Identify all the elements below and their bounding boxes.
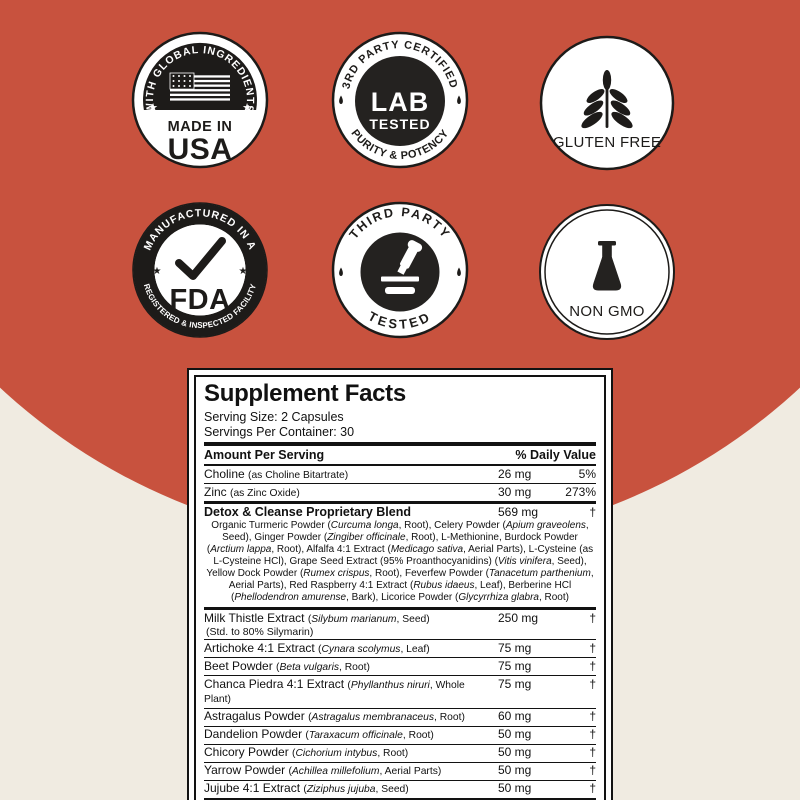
ingredient-name: Dandelion Powder (Taraxacum officinale, … <box>204 728 498 743</box>
ingredient-dv: † <box>552 612 596 626</box>
rows-top: Choline (as Choline Bitartrate)26 mg5%Zi… <box>204 466 596 501</box>
ingredient-amount: 50 mg <box>498 764 552 778</box>
ingredient-dv: † <box>552 710 596 724</box>
ingredient-row: Artichoke 4:1 Extract (Cynara scolymus, … <box>204 639 596 657</box>
non-gmo-label: NON GMO <box>569 303 644 320</box>
ingredient-row: Chanca Piedra 4:1 Extract (Phyllanthus n… <box>204 675 596 708</box>
badge-made-in-usa: WITH GLOBAL INGREDIENTS ★ ★ MADE IN USA <box>130 30 270 170</box>
badge-gluten-free: GLUTEN FREE <box>537 33 677 173</box>
ingredient-amount: 75 mg <box>498 678 552 692</box>
supplement-facts-panel: Supplement Facts Serving Size: 2 Capsule… <box>187 368 613 800</box>
badge-non-gmo: NON GMO <box>537 202 677 342</box>
blend-ingredients: Organic Turmeric Powder (Curcuma longa, … <box>204 520 596 607</box>
ingredient-dv: † <box>552 660 596 674</box>
ingredient-row: Choline (as Choline Bitartrate)26 mg5% <box>204 466 596 483</box>
ingredient-dv: 273% <box>552 486 596 500</box>
tested-label: TESTED <box>369 116 430 132</box>
product-infographic: { "colors": { "background": "#f0ebe1", "… <box>0 0 800 800</box>
ingredient-dv: † <box>552 782 596 796</box>
ingredient-amount: 26 mg <box>498 468 552 482</box>
ingredient-row: Yarrow Powder (Achillea millefolium, Aer… <box>204 762 596 780</box>
ingredient-dv: † <box>552 728 596 742</box>
lab-label: LAB <box>371 87 430 117</box>
column-header: Amount Per Serving % Daily Value <box>204 446 596 466</box>
gluten-free-label: GLUTEN FREE <box>553 134 661 151</box>
ingredient-amount: 50 mg <box>498 746 552 760</box>
star-icon: ★ <box>153 266 162 277</box>
star-icon: ★ <box>148 102 158 114</box>
ingredient-amount: 75 mg <box>498 660 552 674</box>
blend-dv: † <box>552 506 596 520</box>
us-flag-icon <box>170 73 230 103</box>
ingredient-name: Yarrow Powder (Achillea millefolium, Aer… <box>204 764 498 779</box>
ingredient-name: Artichoke 4:1 Extract (Cynara scolymus, … <box>204 642 498 657</box>
ingredient-amount: 60 mg <box>498 710 552 724</box>
ingredient-dv: † <box>552 678 596 692</box>
ingredient-name: Milk Thistle Extract (Silybum marianum, … <box>204 612 498 639</box>
ingredient-dv: † <box>552 642 596 656</box>
ingredient-amount: 250 mg <box>498 612 552 626</box>
blend-amount: 569 mg <box>498 506 552 520</box>
ingredient-amount: 75 mg <box>498 642 552 656</box>
serving-size: Serving Size: 2 Capsules <box>204 410 596 425</box>
ingredient-name: Choline (as Choline Bitartrate) <box>204 468 498 483</box>
ingredient-name: Zinc (as Zinc Oxide) <box>204 486 498 501</box>
panel-title: Supplement Facts <box>204 381 596 407</box>
ingredient-dv: † <box>552 764 596 778</box>
ingredient-name: Jujube 4:1 Extract (Ziziphus jujuba, See… <box>204 782 498 797</box>
ingredient-name: Beet Powder (Beta vulgaris, Root) <box>204 660 498 675</box>
amount-per-serving-header: Amount Per Serving <box>204 448 324 463</box>
blend-name: Detox & Cleanse Proprietary Blend <box>204 506 498 520</box>
ingredient-row: Zinc (as Zinc Oxide)30 mg273% <box>204 483 596 501</box>
stage: WITH GLOBAL INGREDIENTS ★ ★ MADE IN USA <box>0 0 800 800</box>
ingredient-name: Chanca Piedra 4:1 Extract (Phyllanthus n… <box>204 678 498 707</box>
rows-bottom: Milk Thistle Extract (Silybum marianum, … <box>204 607 596 798</box>
ingredient-amount: 30 mg <box>498 486 552 500</box>
ingredient-row: Chicory Powder (Cichorium intybus, Root)… <box>204 744 596 762</box>
servings-per-container: Servings Per Container: 30 <box>204 425 596 440</box>
ingredient-note: (Std. to 80% Silymarin) <box>204 626 494 638</box>
ingredient-row: Jujube 4:1 Extract (Ziziphus jujuba, See… <box>204 780 596 798</box>
badge-fda: MANUFACTURED IN A REGISTERED & INSPECTED… <box>130 200 270 340</box>
blend-name-text: Detox & Cleanse Proprietary Blend <box>204 505 411 519</box>
daily-value-header: % Daily Value <box>515 448 596 463</box>
facts-box: Supplement Facts Serving Size: 2 Capsule… <box>194 375 606 800</box>
ingredient-dv: † <box>552 746 596 760</box>
ingredient-name: Astragalus Powder (Astragalus membranace… <box>204 710 498 725</box>
star-icon: ★ <box>239 266 248 277</box>
ingredient-amount: 50 mg <box>498 782 552 796</box>
ingredient-row: Dandelion Powder (Taraxacum officinale, … <box>204 726 596 744</box>
star-icon: ★ <box>242 102 252 114</box>
ingredient-row: Astragalus Powder (Astragalus membranace… <box>204 708 596 726</box>
ingredient-name: Chicory Powder (Cichorium intybus, Root) <box>204 746 498 761</box>
badge-third-party-tested: THIRD PARTY TESTED <box>330 200 470 340</box>
ingredient-row: Milk Thistle Extract (Silybum marianum, … <box>204 607 596 639</box>
blend-row: Detox & Cleanse Proprietary Blend 569 mg… <box>204 501 596 520</box>
usa-label: USA <box>168 133 233 166</box>
ingredient-amount: 50 mg <box>498 728 552 742</box>
badge-lab-tested: LAB TESTED 3RD PARTY CERTIFIED PURITY & … <box>330 30 470 170</box>
ingredient-dv: 5% <box>552 468 596 482</box>
fda-label: FDA <box>169 284 230 316</box>
ingredient-row: Beet Powder (Beta vulgaris, Root)75 mg† <box>204 657 596 675</box>
